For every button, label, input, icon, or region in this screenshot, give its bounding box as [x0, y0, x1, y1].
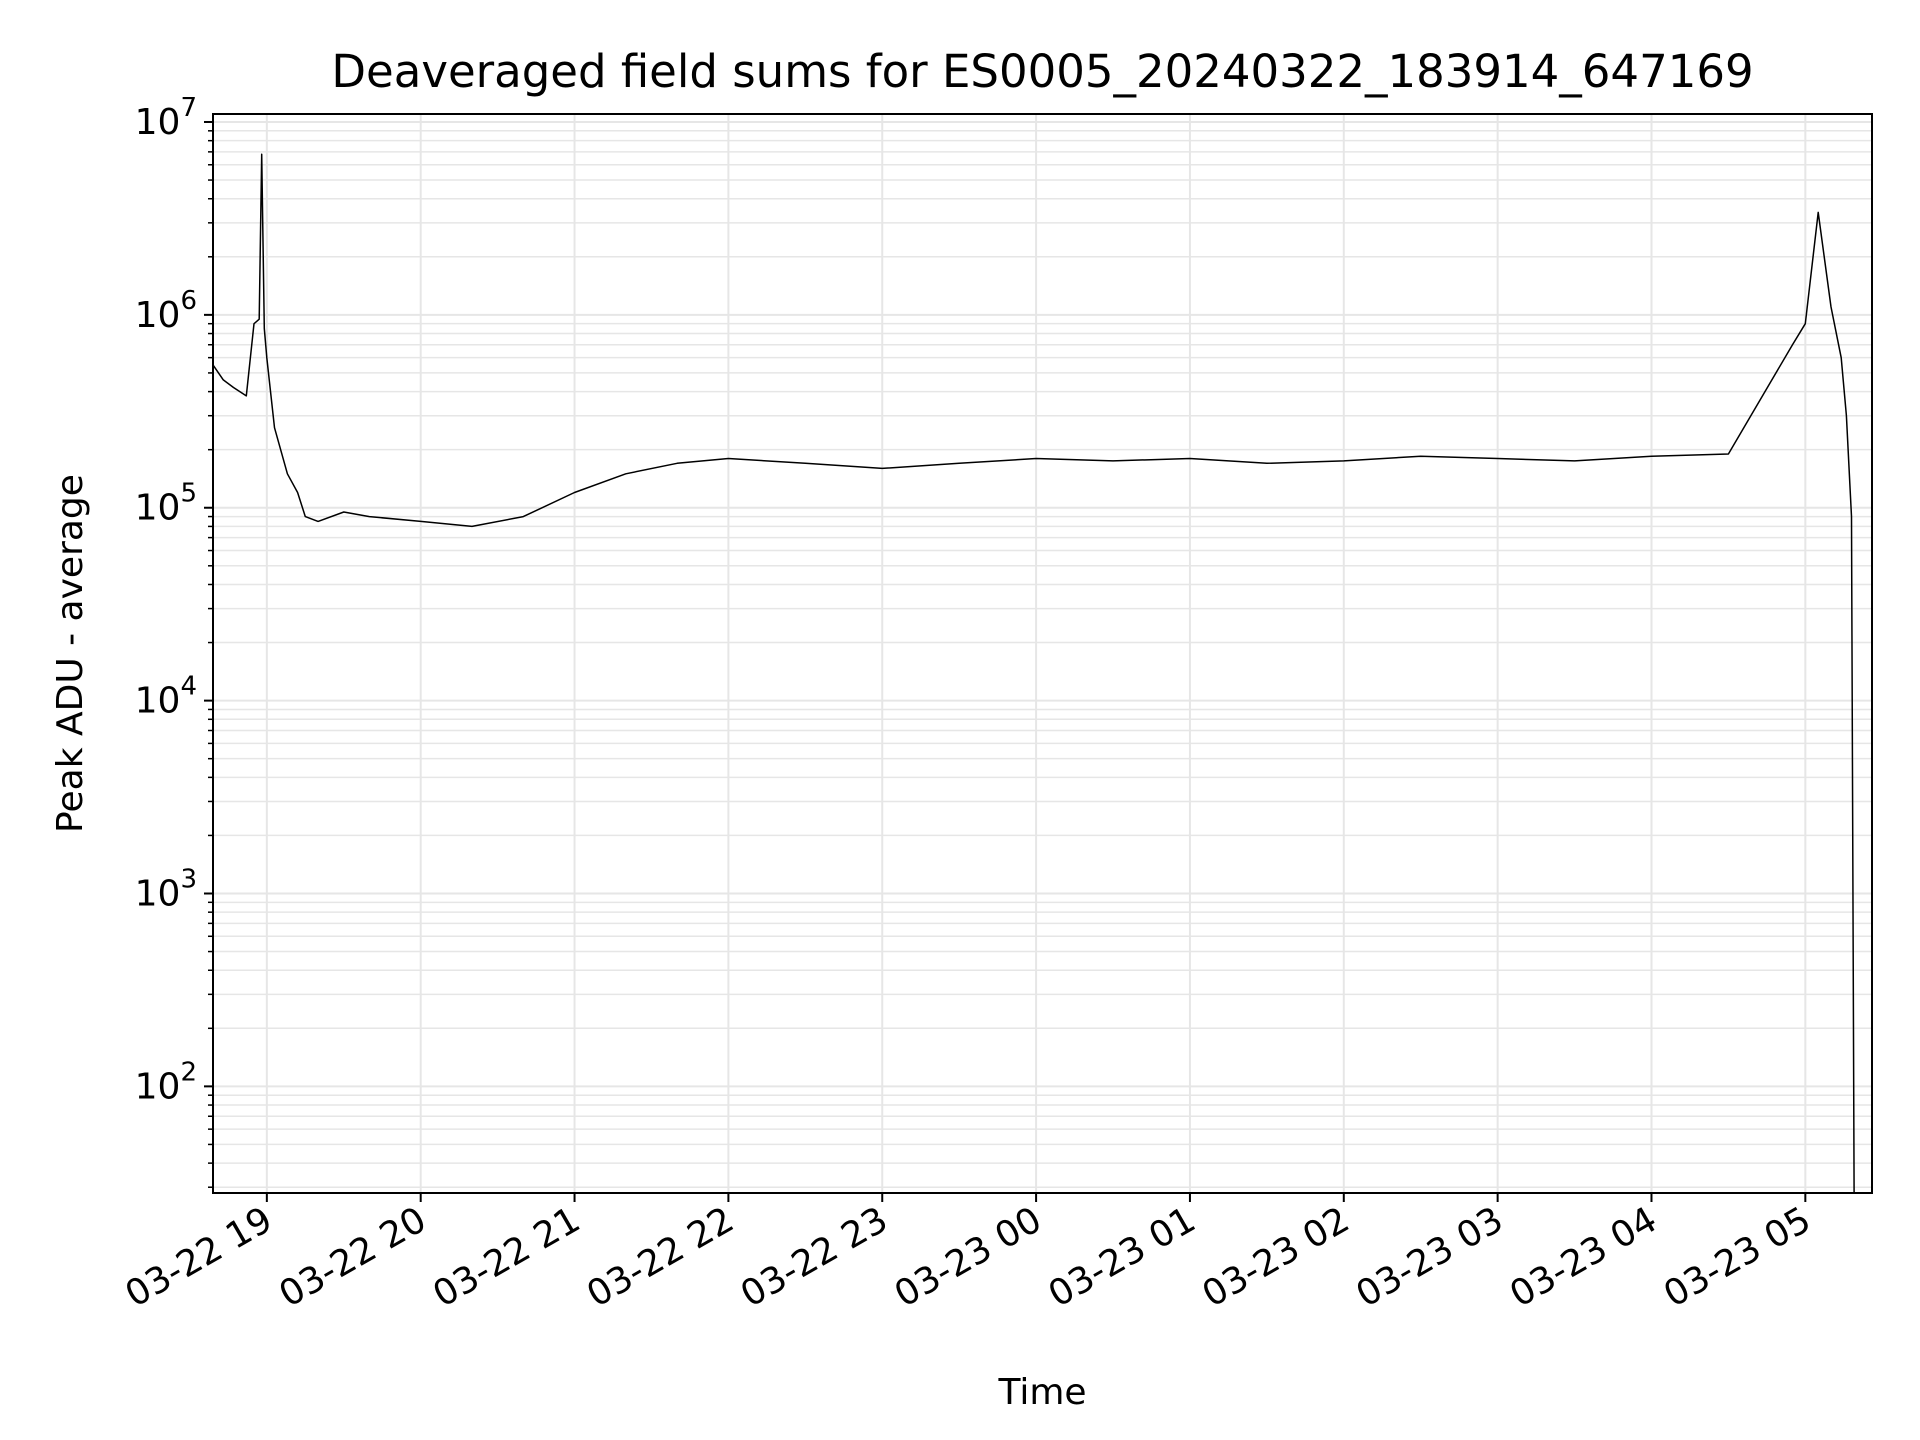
x-tick-label: 03-23 02 [1196, 1199, 1357, 1315]
grid-lines [213, 114, 1872, 1193]
x-tick-label: 03-22 21 [426, 1199, 587, 1315]
y-tick-label: 103 [135, 864, 197, 914]
y-tick-label: 105 [135, 479, 197, 529]
chart-title: Deaveraged field sums for ES0005_2024032… [331, 45, 1753, 98]
x-tick-label: 03-22 23 [734, 1199, 895, 1315]
y-axis-title: Peak ADU - average [50, 474, 91, 833]
x-axis-title: Time [997, 1372, 1086, 1413]
x-tick-label: 03-23 05 [1657, 1199, 1818, 1315]
x-tick-label: 03-22 20 [273, 1199, 434, 1315]
x-tick-label: 03-22 22 [580, 1199, 741, 1315]
y-tick-label: 106 [135, 286, 197, 336]
x-tick-label: 03-23 03 [1349, 1199, 1510, 1315]
y-tick-label: 107 [135, 93, 197, 143]
x-tick-label: 03-23 00 [888, 1199, 1049, 1315]
series-line [212, 153, 1855, 1194]
y-tick-label: 104 [135, 672, 197, 722]
data-area [212, 153, 1855, 1194]
plot-frame [212, 113, 1873, 1194]
x-tick-label: 03-23 04 [1503, 1199, 1664, 1315]
y-tick-label: 102 [135, 1057, 197, 1107]
x-tick-label: 03-22 19 [119, 1199, 280, 1315]
x-tick-label: 03-23 01 [1042, 1199, 1203, 1315]
